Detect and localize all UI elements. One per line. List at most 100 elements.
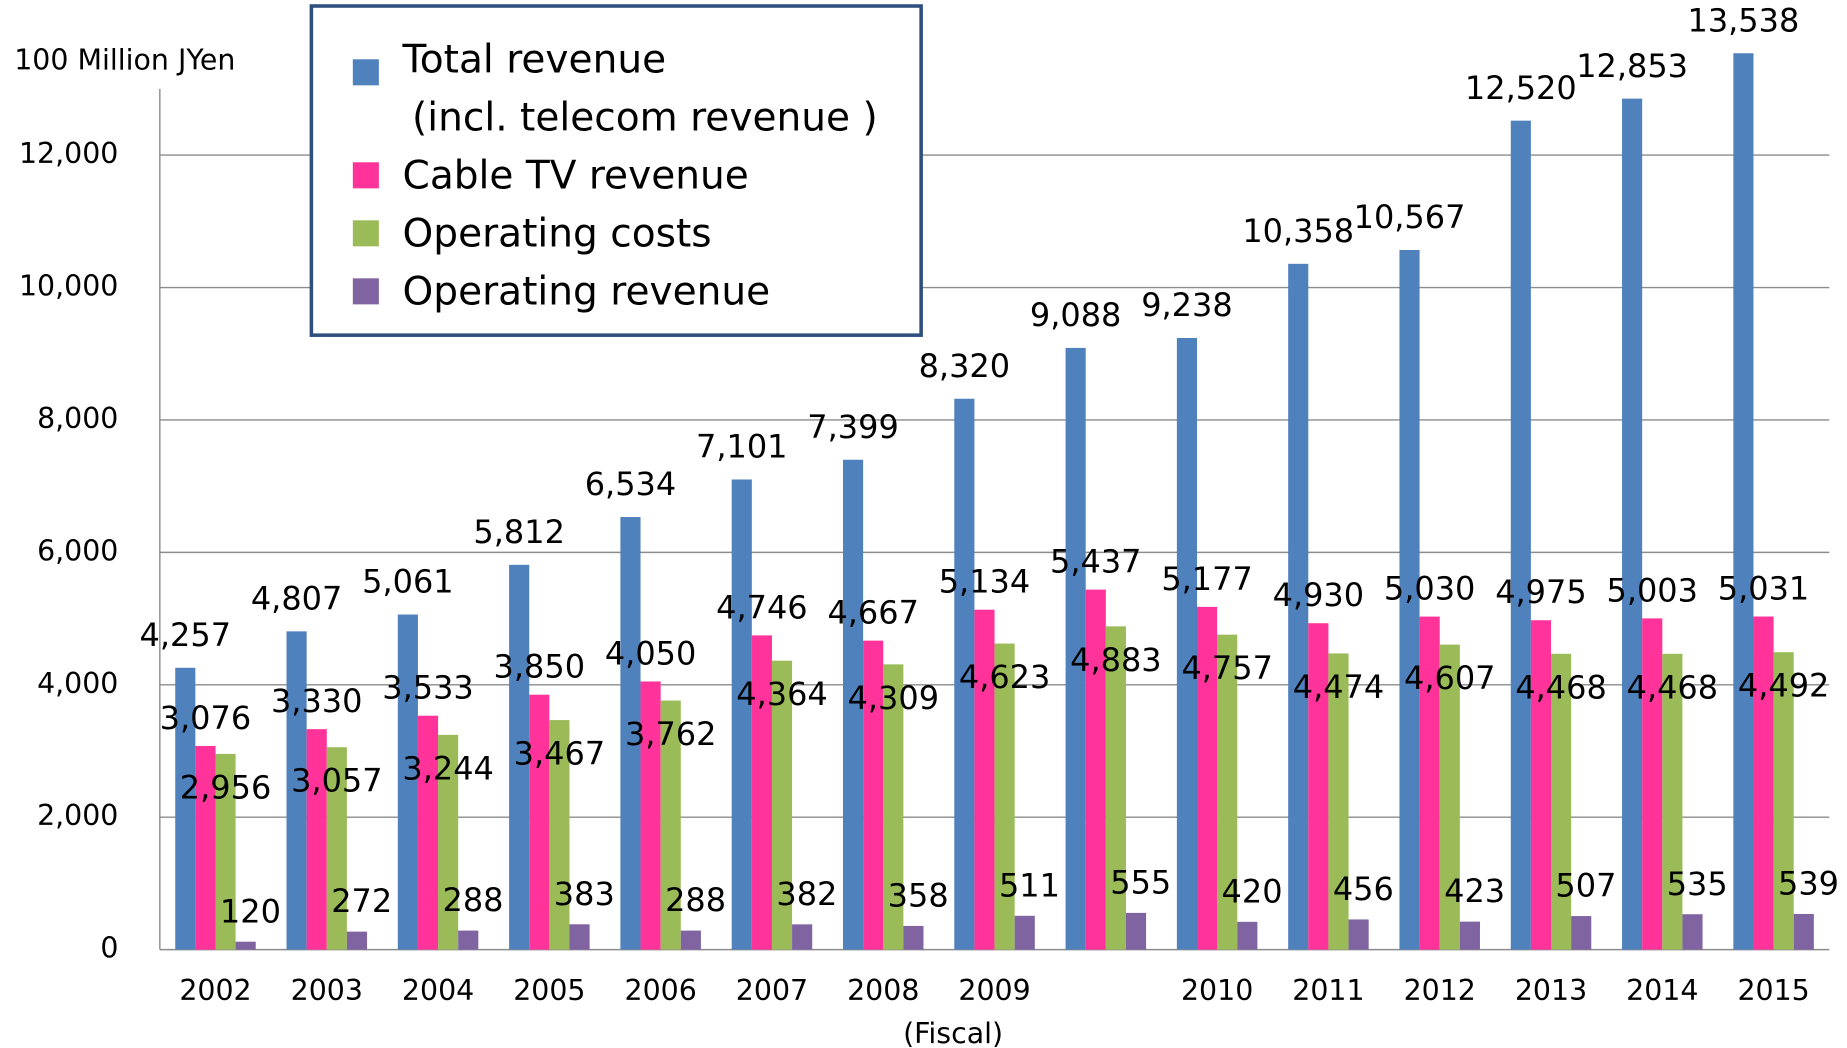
data-label: 507: [1555, 867, 1616, 905]
y-tick-label: 2,000: [37, 799, 118, 832]
data-label: 5,812: [473, 513, 564, 551]
bar: [1753, 616, 1774, 950]
bar: [680, 930, 701, 950]
x-tick-label: 2004: [402, 974, 474, 1007]
bar: [569, 924, 590, 950]
bar: [346, 931, 368, 950]
data-label: 5,437: [1050, 543, 1141, 581]
bar: [1176, 337, 1197, 950]
bar: [1682, 914, 1703, 950]
data-label: 4,667: [827, 594, 918, 632]
x-tick-label: 2014: [1626, 974, 1698, 1007]
bar: [883, 664, 904, 950]
x-tick-label: 2015: [1737, 974, 1809, 1007]
legend-swatch: [352, 220, 379, 247]
bar: [994, 643, 1015, 950]
bar: [1510, 120, 1531, 950]
bar: [1065, 347, 1086, 950]
bar: [438, 734, 459, 950]
data-label: 5,061: [362, 563, 453, 601]
legend-label: Operating revenue: [403, 269, 771, 314]
bar: [1196, 606, 1218, 950]
bar: [1419, 616, 1440, 950]
data-label: 4,746: [716, 588, 807, 626]
y-tick-label: 4,000: [37, 667, 118, 700]
data-label: 4,623: [959, 658, 1050, 696]
bar: [1217, 634, 1238, 950]
data-label: 4,883: [1070, 641, 1161, 679]
bar: [1551, 653, 1572, 950]
bar: [974, 609, 995, 950]
data-label: 9,238: [1141, 286, 1232, 324]
bar: [1439, 644, 1460, 950]
data-label: 5,003: [1606, 571, 1697, 609]
data-label: 13,538: [1687, 1, 1799, 39]
bar: [660, 700, 681, 950]
y-axis-label: 100 Million JYen: [14, 44, 235, 77]
data-label: 3,762: [625, 715, 716, 753]
bar: [1459, 921, 1480, 950]
legend-label: Operating costs: [403, 211, 712, 256]
data-label: 456: [1333, 870, 1394, 908]
bar: [1288, 263, 1309, 950]
bar: [458, 930, 479, 950]
x-tick-label: 2003: [291, 974, 363, 1007]
x-tick-label: 2006: [625, 974, 697, 1007]
y-tick-label: 6,000: [37, 534, 118, 567]
bar: [771, 660, 793, 950]
data-label: 5,177: [1161, 560, 1252, 598]
bar: [175, 667, 196, 950]
data-label: 420: [1222, 872, 1283, 910]
data-label: 4,468: [1515, 668, 1606, 706]
x-tick-label: 2008: [847, 974, 919, 1007]
bar: [751, 635, 772, 950]
bar: [792, 924, 813, 950]
bar: [640, 681, 661, 950]
bar: [1642, 618, 1663, 950]
bar: [529, 694, 550, 950]
bar: [1085, 589, 1106, 950]
data-label: 3,244: [402, 749, 493, 787]
bar: [731, 479, 752, 950]
bar: [903, 925, 924, 950]
y-tick-label: 0: [100, 932, 118, 965]
bar: [1733, 53, 1754, 950]
bar: [863, 640, 884, 950]
data-label: 3,076: [160, 699, 251, 737]
x-tick-label: 2002: [179, 974, 251, 1007]
bar: [1308, 623, 1329, 950]
data-label: 358: [888, 877, 949, 915]
legend-label: Total revenue (incl. telecom revenue ): [402, 37, 878, 140]
data-label: 2,956: [180, 768, 271, 806]
data-label: 272: [331, 882, 392, 920]
legend-box: [309, 4, 923, 337]
data-label: 535: [1667, 865, 1728, 903]
bar: [1793, 913, 1814, 950]
data-label: 6,534: [585, 465, 676, 503]
data-label: 4,807: [251, 580, 342, 618]
bar: [306, 729, 327, 950]
bar: [1014, 915, 1035, 950]
bar: [215, 753, 236, 950]
x-tick-label: 2013: [1515, 974, 1587, 1007]
x-tick-label: 2011: [1292, 974, 1364, 1007]
x-tick-label: 2007: [736, 974, 808, 1007]
bar: [620, 517, 641, 950]
bar: [235, 941, 256, 950]
data-label: 4,309: [848, 679, 939, 717]
x-tick-label: 2012: [1404, 974, 1476, 1007]
bar: [1773, 652, 1794, 950]
bar: [397, 614, 418, 950]
bar: [1530, 620, 1552, 950]
data-label: 4,050: [605, 634, 696, 672]
data-label: 4,257: [140, 616, 231, 654]
bar: [1571, 916, 1592, 950]
data-label: 10,567: [1354, 198, 1466, 236]
data-label: 382: [776, 875, 837, 913]
x-axis-label: (Fiscal): [903, 1017, 1003, 1048]
data-label: 288: [665, 881, 726, 919]
bar: [1105, 626, 1126, 950]
x-tick-label: 2005: [513, 974, 585, 1007]
y-tick-label: 12,000: [19, 137, 118, 170]
data-label: 120: [220, 892, 281, 930]
